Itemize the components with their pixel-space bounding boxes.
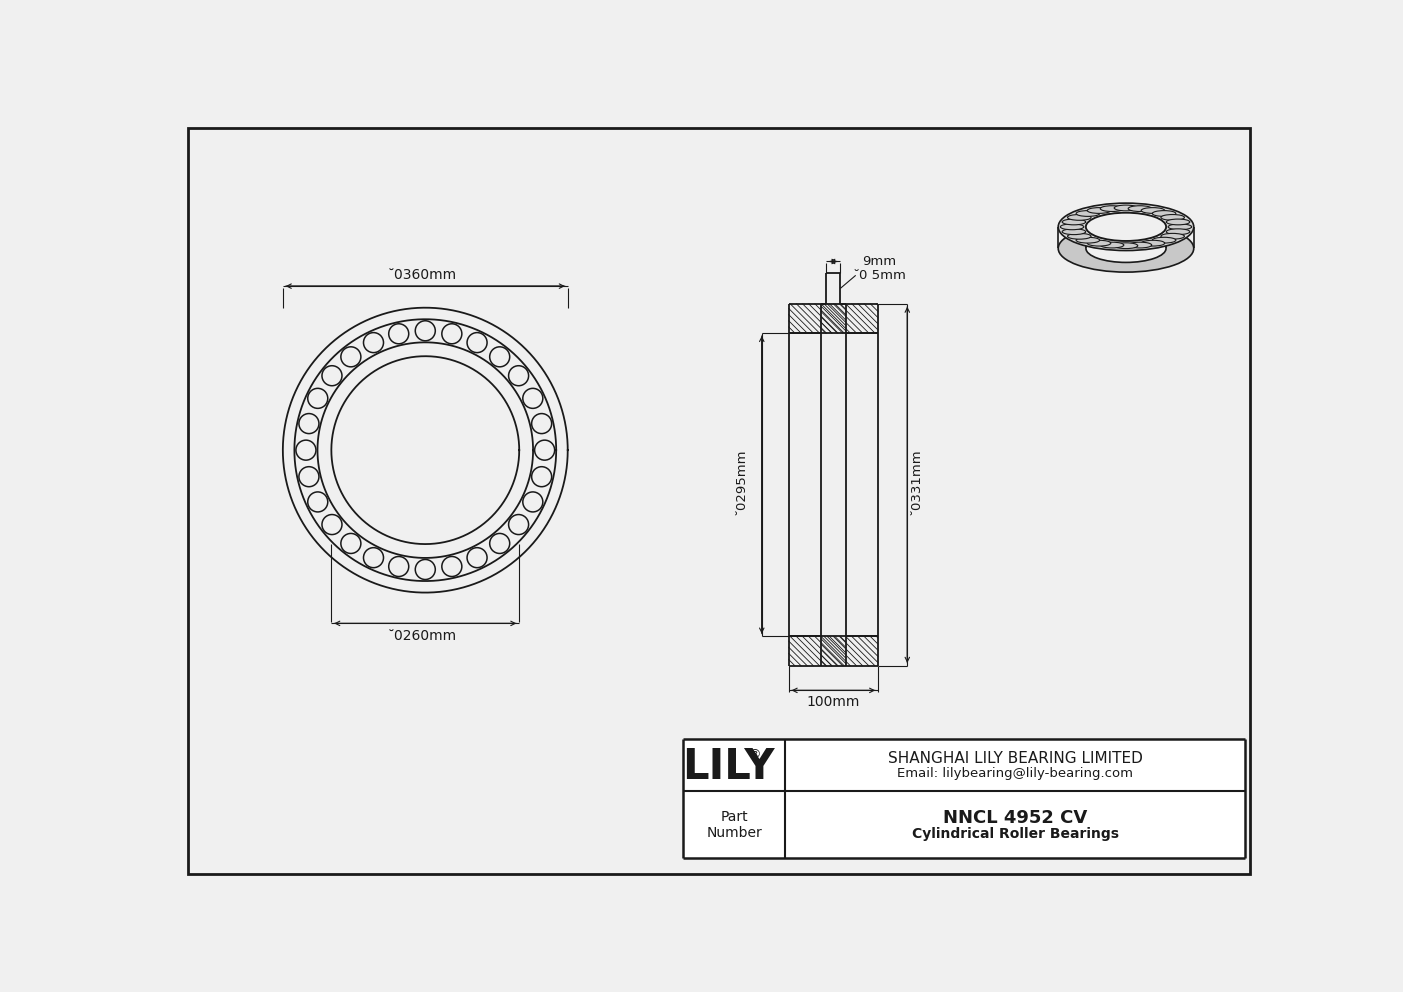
Ellipse shape bbox=[1160, 233, 1184, 239]
Ellipse shape bbox=[1100, 242, 1124, 248]
Ellipse shape bbox=[1100, 205, 1124, 211]
Ellipse shape bbox=[1128, 205, 1152, 211]
Ellipse shape bbox=[1062, 219, 1086, 225]
Ellipse shape bbox=[1128, 242, 1152, 248]
Ellipse shape bbox=[1068, 233, 1092, 239]
Text: LILY: LILY bbox=[682, 746, 774, 788]
Text: Part
Number: Part Number bbox=[706, 809, 762, 840]
Text: 100mm: 100mm bbox=[807, 695, 860, 709]
Text: ®: ® bbox=[748, 748, 760, 761]
Text: NNCL 4952 CV: NNCL 4952 CV bbox=[943, 808, 1087, 826]
Ellipse shape bbox=[1086, 213, 1166, 241]
Text: ̆0 5mm: ̆0 5mm bbox=[859, 269, 906, 282]
Ellipse shape bbox=[1114, 205, 1138, 211]
Ellipse shape bbox=[1169, 224, 1191, 230]
Ellipse shape bbox=[1160, 214, 1184, 220]
Bar bbox=[683, 739, 1246, 858]
Ellipse shape bbox=[1114, 243, 1138, 249]
Ellipse shape bbox=[1141, 240, 1164, 246]
Text: Cylindrical Roller Bearings: Cylindrical Roller Bearings bbox=[912, 827, 1118, 841]
Text: Email: lilybearing@lily-bearing.com: Email: lilybearing@lily-bearing.com bbox=[897, 767, 1134, 780]
Text: SHANGHAI LILY BEARING LIMITED: SHANGHAI LILY BEARING LIMITED bbox=[888, 751, 1142, 766]
Text: ̆0260mm: ̆0260mm bbox=[394, 629, 456, 643]
Text: ̆0331mm: ̆0331mm bbox=[916, 455, 929, 515]
Ellipse shape bbox=[1061, 224, 1085, 230]
Ellipse shape bbox=[1058, 224, 1194, 272]
Ellipse shape bbox=[1068, 214, 1092, 220]
Ellipse shape bbox=[1087, 207, 1111, 213]
Ellipse shape bbox=[1166, 229, 1190, 235]
Text: ̆0295mm: ̆0295mm bbox=[741, 455, 755, 515]
Ellipse shape bbox=[1058, 203, 1194, 251]
Ellipse shape bbox=[1086, 213, 1166, 241]
Ellipse shape bbox=[1062, 229, 1086, 235]
Ellipse shape bbox=[1152, 237, 1176, 243]
Ellipse shape bbox=[1086, 234, 1166, 263]
Ellipse shape bbox=[1141, 207, 1164, 213]
Text: ̆0360mm: ̆0360mm bbox=[394, 269, 456, 283]
Text: 9mm: 9mm bbox=[861, 255, 897, 268]
Ellipse shape bbox=[1087, 240, 1111, 246]
Ellipse shape bbox=[1152, 210, 1176, 216]
Ellipse shape bbox=[1076, 210, 1100, 216]
Ellipse shape bbox=[1076, 237, 1100, 243]
Ellipse shape bbox=[1166, 219, 1190, 225]
